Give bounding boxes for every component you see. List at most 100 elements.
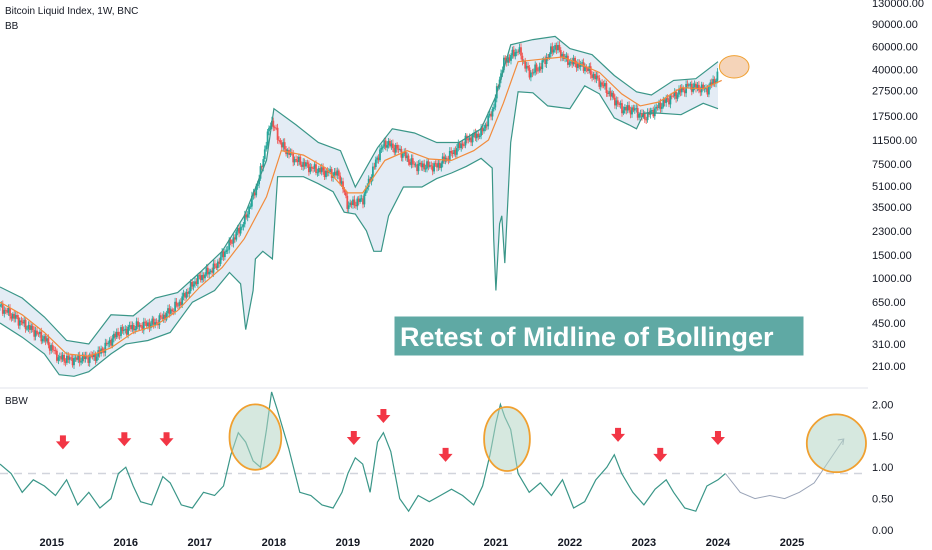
price-candle — [226, 246, 229, 254]
price-candle — [104, 338, 107, 357]
price-candle — [296, 156, 299, 166]
price-candle — [594, 71, 596, 83]
price-candle — [622, 106, 625, 116]
bbw-y-axis: 2.00 1.50 1.00 0.50 0.00 — [872, 399, 893, 537]
bbw-y-tick: 1.50 — [872, 431, 893, 443]
price-candle — [238, 224, 240, 238]
price-candle — [74, 354, 77, 362]
price-y-tick: 5100.00 — [872, 181, 912, 193]
price-candle — [568, 60, 571, 68]
price-candle — [84, 351, 87, 363]
price-candle — [626, 101, 629, 114]
price-candle — [121, 324, 124, 334]
price-candle — [34, 326, 37, 341]
price-candle — [78, 351, 81, 367]
price-candle — [44, 333, 47, 346]
price-candle — [303, 158, 306, 170]
price-candle — [142, 317, 145, 335]
price-candle — [604, 79, 606, 90]
price-y-tick: 17500.00 — [872, 111, 918, 123]
price-candle — [512, 45, 515, 59]
price-candle — [187, 288, 189, 298]
price-candle — [95, 354, 98, 363]
price-candle — [27, 321, 30, 333]
price-candle — [64, 358, 67, 367]
down-arrow-icon — [117, 432, 132, 447]
price-candle — [710, 78, 713, 89]
price-candle — [551, 42, 554, 57]
price-y-tick: 1000.00 — [872, 273, 912, 285]
price-candle — [154, 318, 157, 329]
price-candle — [218, 258, 221, 268]
price-candle — [333, 168, 336, 178]
price-candle — [547, 54, 549, 61]
price-candle — [427, 159, 430, 171]
highlight-circle — [718, 55, 750, 79]
price-candle — [456, 144, 458, 159]
price-candle — [322, 163, 324, 175]
price-candle — [197, 273, 199, 288]
down-arrow-icon — [611, 427, 626, 442]
price-candle — [188, 287, 191, 298]
time-axis: 2015 2016 2017 2018 2019 2020 2021 2022 2023 2024… — [40, 537, 805, 549]
down-arrow-icon — [55, 435, 70, 450]
price-candle — [73, 354, 75, 369]
price-candle — [396, 142, 398, 153]
price-y-tick: 27500.00 — [872, 86, 918, 98]
price-candle — [628, 101, 630, 113]
price-candle — [554, 42, 556, 53]
price-candle — [0, 302, 1, 311]
price-candle — [313, 161, 316, 172]
price-candle — [612, 91, 615, 100]
price-candle — [1, 300, 4, 316]
x-tick-label: 2021 — [484, 537, 508, 549]
price-candle — [399, 145, 401, 152]
price-candle — [23, 316, 26, 328]
price-candle — [598, 74, 601, 90]
price-candle — [10, 313, 13, 322]
price-candle — [525, 62, 528, 73]
price-candle — [713, 76, 716, 87]
price-candle — [33, 326, 36, 341]
price-candle — [212, 259, 215, 277]
price-candle — [518, 43, 521, 55]
price-candle — [110, 336, 112, 349]
price-candle — [312, 166, 314, 173]
price-candle — [280, 139, 283, 151]
price-candle — [450, 147, 453, 157]
price-candle — [206, 263, 209, 278]
price-candle — [468, 133, 471, 143]
price-candle — [214, 259, 216, 269]
x-tick-label: 2016 — [114, 537, 138, 549]
price-candle — [117, 327, 119, 339]
price-candle — [417, 160, 420, 175]
price-candle — [50, 343, 53, 354]
x-tick-label: 2018 — [262, 537, 286, 549]
bbw-y-tick: 2.00 — [872, 399, 893, 411]
price-candle — [191, 279, 194, 290]
price-candle — [347, 201, 350, 213]
price-candle — [208, 268, 211, 279]
price-candle — [356, 196, 359, 211]
price-candle — [508, 54, 511, 63]
chart-title: Bitcoin Liquid Index, 1W, BNC — [5, 6, 138, 17]
price-candle — [125, 326, 128, 337]
price-candle — [443, 152, 445, 164]
price-candle — [299, 155, 302, 167]
price-candle — [437, 159, 440, 171]
price-candle — [276, 123, 279, 144]
price-y-tick: 1500.00 — [872, 250, 912, 262]
price-candle — [487, 111, 490, 130]
price-candle — [409, 159, 411, 167]
down-arrow-icon — [346, 430, 361, 445]
price-candle — [530, 70, 532, 82]
highlight-circles — [228, 55, 867, 474]
price-candle — [557, 41, 559, 54]
x-tick-label: 2023 — [632, 537, 656, 549]
price-candle — [83, 351, 85, 363]
price-candle — [390, 140, 393, 150]
price-candle — [335, 167, 337, 178]
price-candle — [585, 64, 588, 73]
price-candle — [471, 132, 474, 147]
price-candle — [53, 346, 55, 355]
